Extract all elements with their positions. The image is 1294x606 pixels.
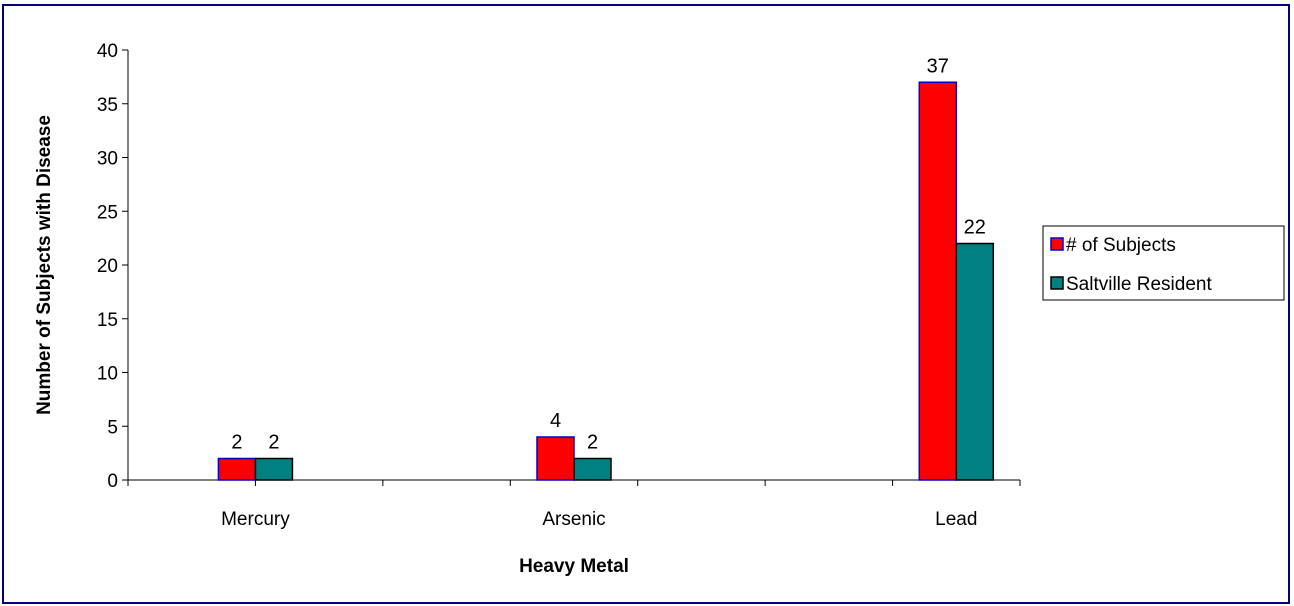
y-tick-label: 35 xyxy=(97,95,118,116)
y-axis-title: Number of Subjects with Disease xyxy=(34,115,55,415)
bar xyxy=(955,242,995,481)
y-tick-label: 0 xyxy=(107,471,118,492)
y-tick-label: 30 xyxy=(97,149,118,170)
bar xyxy=(573,457,612,481)
y-tick-label: 25 xyxy=(97,202,118,223)
data-label: 22 xyxy=(964,217,986,239)
data-label: 37 xyxy=(927,55,949,77)
legend: # of Subjects Saltville Resident xyxy=(1042,225,1285,301)
legend-label-subjects: # of Subjects xyxy=(1066,235,1176,256)
x-tick-label: Lead xyxy=(935,509,977,530)
chart-frame xyxy=(2,4,1290,604)
x-axis-title: Heavy Metal xyxy=(519,556,629,577)
x-tick-label: Mercury xyxy=(221,509,290,530)
bars xyxy=(217,81,995,481)
y-tick-label: 5 xyxy=(107,417,118,438)
y-tick-label: 40 xyxy=(97,41,118,62)
x-axis-ticks: Mercury Arsenic Lead xyxy=(127,480,1021,530)
bar xyxy=(217,457,257,481)
data-label: 2 xyxy=(268,432,279,454)
data-label: 4 xyxy=(550,410,561,432)
x-tick-label: Arsenic xyxy=(542,509,605,530)
bar xyxy=(254,457,294,481)
y-axis: 0 5 10 15 20 25 30 35 40 xyxy=(97,41,129,492)
legend-swatch-subjects xyxy=(1050,237,1064,251)
y-tick-label: 20 xyxy=(97,256,118,277)
bar xyxy=(918,81,958,481)
y-axis-ticks: 0 5 10 15 20 25 30 35 40 xyxy=(97,41,128,492)
x-axis: Mercury Arsenic Lead xyxy=(127,479,1021,530)
y-tick-label: 15 xyxy=(97,310,118,331)
bar xyxy=(536,436,575,481)
legend-label-saltville: Saltville Resident xyxy=(1066,274,1212,295)
legend-box xyxy=(1042,225,1285,301)
data-label: 2 xyxy=(231,432,242,454)
y-tick-label: 10 xyxy=(97,364,118,385)
legend-swatch-saltville xyxy=(1050,276,1064,290)
data-label: 2 xyxy=(587,432,598,454)
